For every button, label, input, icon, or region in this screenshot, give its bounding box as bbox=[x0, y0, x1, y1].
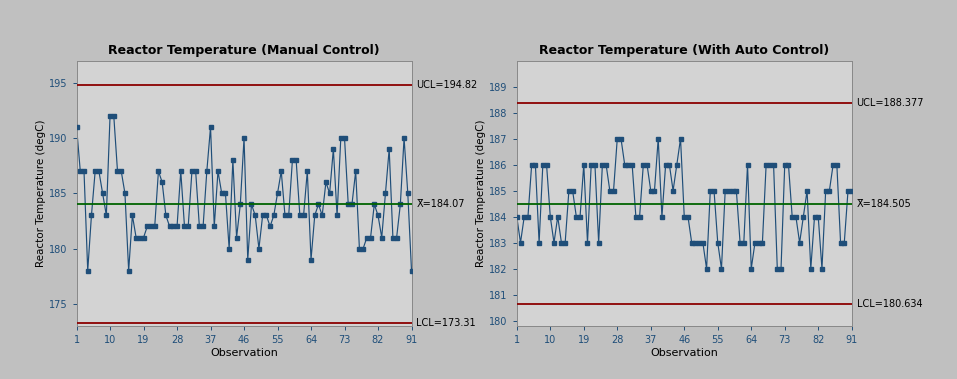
Title: Reactor Temperature (Manual Control): Reactor Temperature (Manual Control) bbox=[108, 44, 380, 57]
X-axis label: Observation: Observation bbox=[651, 348, 718, 358]
Text: LCL=173.31: LCL=173.31 bbox=[416, 318, 476, 327]
Text: UCL=194.82: UCL=194.82 bbox=[416, 80, 478, 90]
Text: UCL=188.377: UCL=188.377 bbox=[857, 98, 924, 108]
Title: Reactor Temperature (With Auto Control): Reactor Temperature (With Auto Control) bbox=[539, 44, 830, 57]
Y-axis label: Reactor Temperature (degC): Reactor Temperature (degC) bbox=[477, 119, 486, 267]
Text: X̅=184.505: X̅=184.505 bbox=[857, 199, 911, 208]
Y-axis label: Reactor Temperature (degC): Reactor Temperature (degC) bbox=[36, 119, 46, 267]
Text: LCL=180.634: LCL=180.634 bbox=[857, 299, 923, 309]
X-axis label: Observation: Observation bbox=[211, 348, 278, 358]
Text: X̅=184.07: X̅=184.07 bbox=[416, 199, 465, 208]
